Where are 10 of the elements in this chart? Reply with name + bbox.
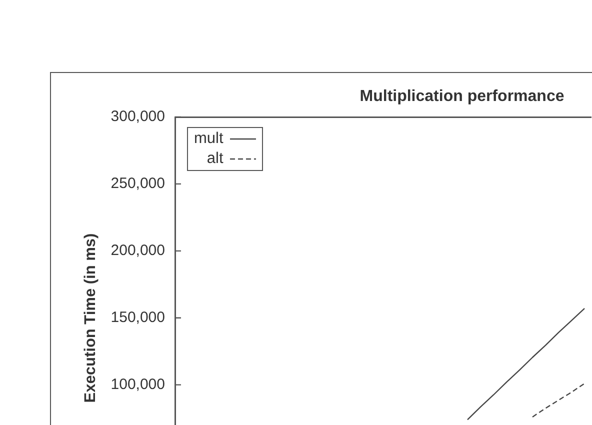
chart-title: Multiplication performance — [360, 88, 564, 106]
legend-label: mult — [194, 129, 224, 149]
y-tick-label: 150,000 — [110, 309, 165, 326]
legend-label: alt — [206, 149, 224, 169]
y-tick-label: 100,000 — [110, 376, 165, 393]
y-tick-label: 250,000 — [110, 175, 165, 192]
line-series — [532, 382, 586, 418]
y-tick-label: 200,000 — [110, 242, 165, 260]
y-tick-label: 300,000 — [110, 108, 165, 126]
y-axis-title: Execution Time (in ms) — [82, 233, 100, 403]
